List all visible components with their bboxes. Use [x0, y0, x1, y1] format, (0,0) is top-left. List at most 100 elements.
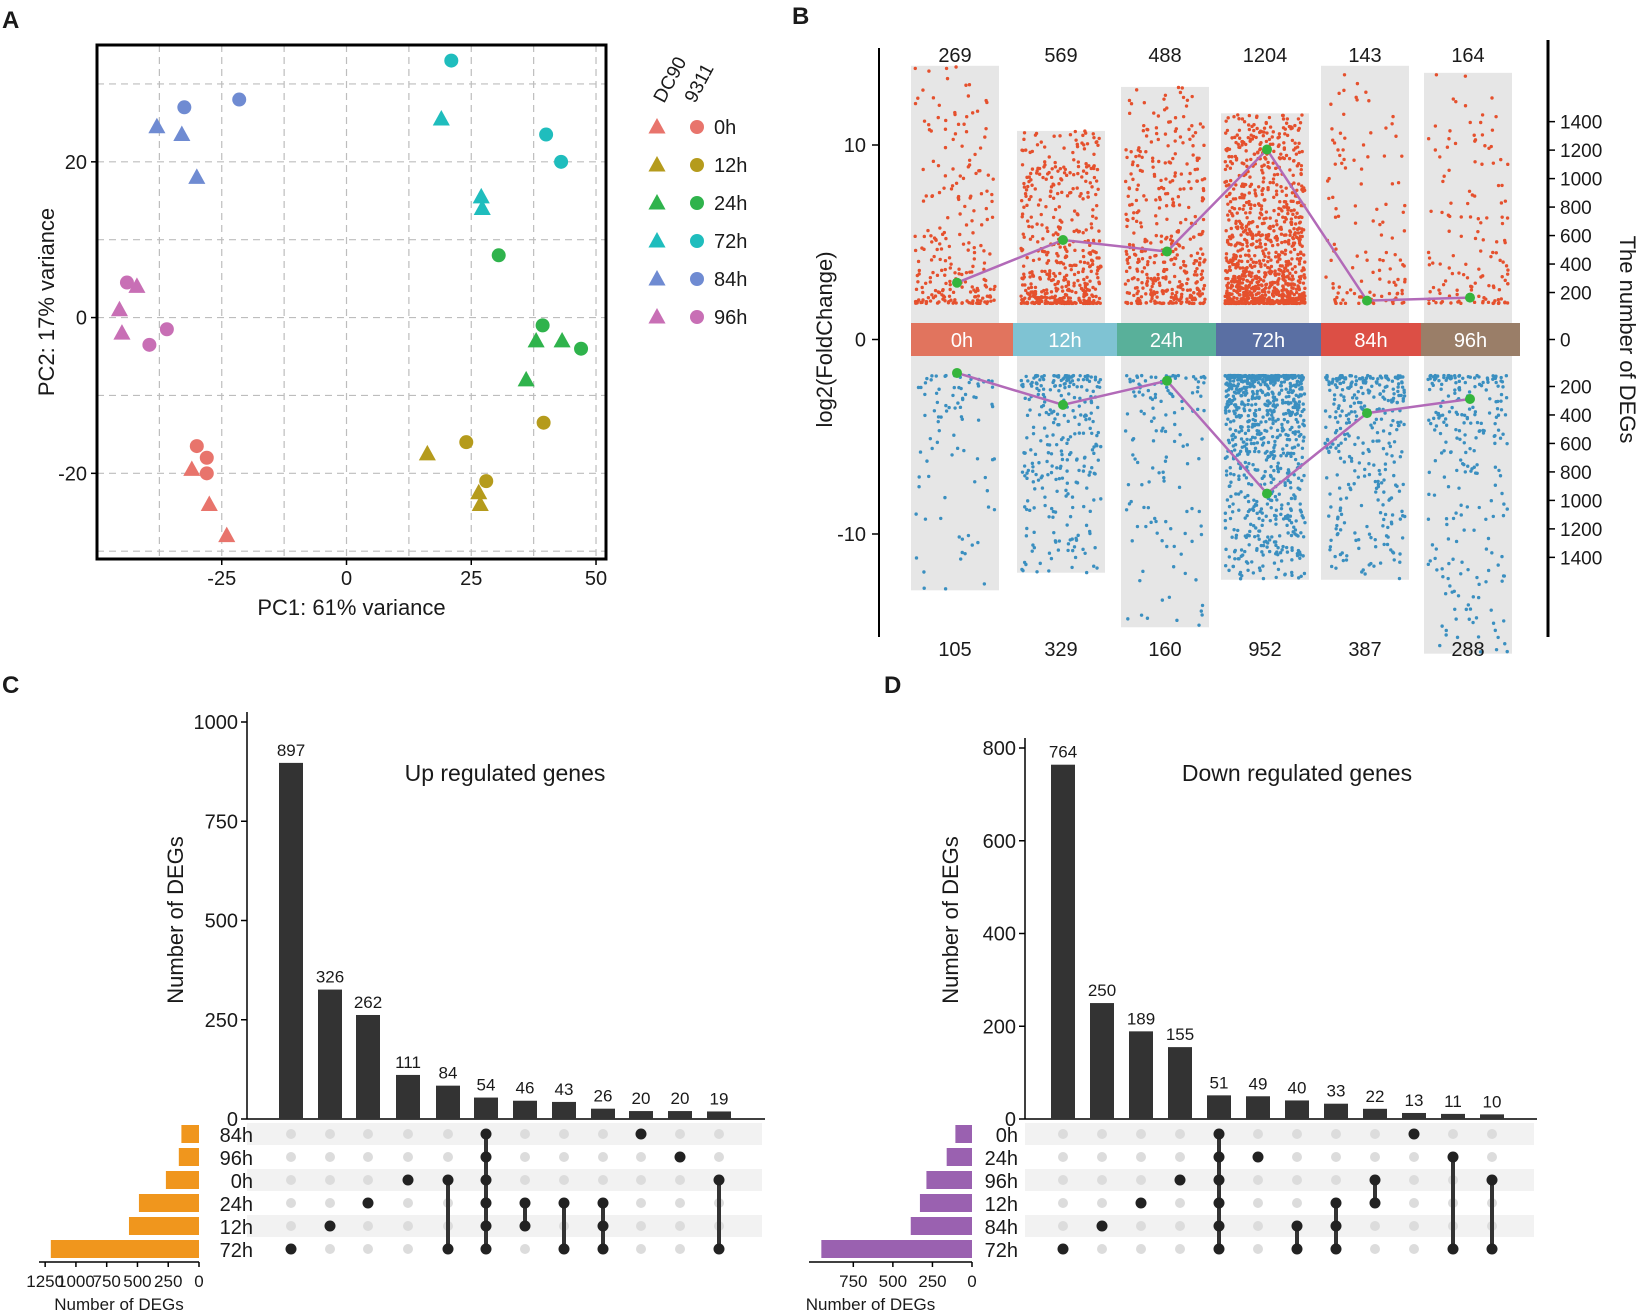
down-point — [1298, 414, 1303, 418]
up-point — [1300, 269, 1304, 273]
down-point — [1068, 435, 1073, 439]
down-point — [1037, 461, 1041, 465]
up-point — [1094, 179, 1099, 183]
down-point — [1505, 441, 1509, 446]
down-point — [1439, 382, 1444, 387]
matrix-dot-filled — [1330, 1243, 1342, 1255]
down-point — [1381, 429, 1386, 433]
down-point — [1444, 628, 1448, 633]
up-point — [985, 300, 990, 304]
up-point — [1185, 281, 1189, 286]
down-point — [1061, 436, 1065, 440]
up-point — [1144, 292, 1148, 296]
down-point — [922, 586, 926, 590]
down-point — [1249, 522, 1253, 527]
down-point — [1020, 470, 1025, 474]
down-point — [1376, 482, 1381, 487]
down-point — [1055, 489, 1059, 493]
up-point — [1388, 267, 1392, 271]
up-point — [1281, 126, 1286, 130]
up-point — [1165, 288, 1170, 292]
down-point — [1289, 496, 1294, 501]
up-point — [1396, 181, 1401, 185]
matrix-dot-empty — [559, 1175, 569, 1185]
up-point — [1087, 301, 1092, 306]
legend-triangle — [648, 232, 666, 248]
up-point — [1244, 142, 1248, 147]
up-point — [956, 122, 961, 127]
up-point — [1499, 201, 1504, 205]
matrix-row-stripe — [247, 1123, 762, 1145]
up-point — [1391, 114, 1395, 119]
up-point — [1283, 252, 1287, 256]
down-point — [1272, 449, 1276, 454]
up-point — [1234, 254, 1238, 258]
down-point — [1252, 504, 1256, 509]
y-tick-label: 600 — [983, 831, 1016, 853]
down-point — [1286, 419, 1290, 424]
down-point — [1022, 464, 1027, 468]
down-point — [1290, 446, 1295, 450]
down-point — [1289, 507, 1293, 511]
y-axis-label: PC2: 17% variance — [34, 208, 59, 396]
up-point — [1153, 299, 1157, 303]
up-point — [1265, 131, 1269, 135]
down-point — [1191, 375, 1196, 379]
down-point — [1084, 523, 1089, 528]
down-point — [1427, 492, 1431, 497]
down-point — [1442, 449, 1446, 453]
up-point — [1173, 293, 1178, 298]
up-point — [1169, 234, 1174, 238]
up-point — [976, 294, 981, 298]
up-point — [1505, 216, 1510, 220]
matrix-dot-empty — [1058, 1129, 1068, 1139]
down-point — [1270, 374, 1274, 378]
down-point — [1491, 374, 1495, 378]
up-point — [1152, 290, 1156, 294]
up-point — [1303, 260, 1307, 264]
matrix-dot-empty — [1253, 1129, 1263, 1139]
up-point — [1084, 171, 1089, 175]
data-point-circle — [459, 435, 474, 450]
matrix-dot-empty — [1058, 1221, 1068, 1231]
down-point — [1229, 494, 1233, 499]
up-point — [1091, 285, 1095, 290]
up-point — [1146, 276, 1150, 280]
down-point — [1088, 509, 1092, 514]
down-point — [1285, 523, 1289, 528]
up-point — [960, 272, 964, 277]
down-point — [1275, 464, 1280, 469]
up-point — [1071, 187, 1075, 191]
up-point — [1249, 220, 1254, 225]
up-point — [1288, 230, 1293, 234]
up-point — [1371, 270, 1375, 275]
up-point — [1096, 143, 1100, 147]
up-point — [1473, 160, 1477, 164]
down-point — [1392, 440, 1397, 444]
down-point — [1266, 440, 1271, 445]
down-point — [1344, 496, 1349, 500]
data-point-triangle — [471, 495, 489, 511]
down-point — [1087, 473, 1091, 477]
up-point — [1282, 287, 1286, 291]
up-point — [1185, 162, 1189, 166]
down-point — [1258, 382, 1263, 387]
up-point — [1264, 121, 1268, 126]
down-point — [1059, 464, 1063, 469]
up-point — [1226, 116, 1230, 120]
set-size-tick-label: 1250 — [26, 1272, 64, 1291]
down-point — [1376, 479, 1380, 484]
up-point — [1062, 295, 1066, 300]
up-point — [1094, 203, 1099, 208]
down-point — [1040, 486, 1045, 490]
down-point — [1299, 574, 1303, 578]
up-point — [1293, 222, 1298, 226]
up-point — [1193, 214, 1197, 219]
up-point — [1234, 301, 1239, 306]
y-axis-label: Number of DEGs — [938, 836, 963, 1004]
down-point — [1376, 498, 1380, 502]
legend-circle — [690, 234, 704, 248]
up-point — [1242, 120, 1247, 124]
up-point — [1092, 298, 1096, 303]
down-point — [1500, 554, 1504, 559]
